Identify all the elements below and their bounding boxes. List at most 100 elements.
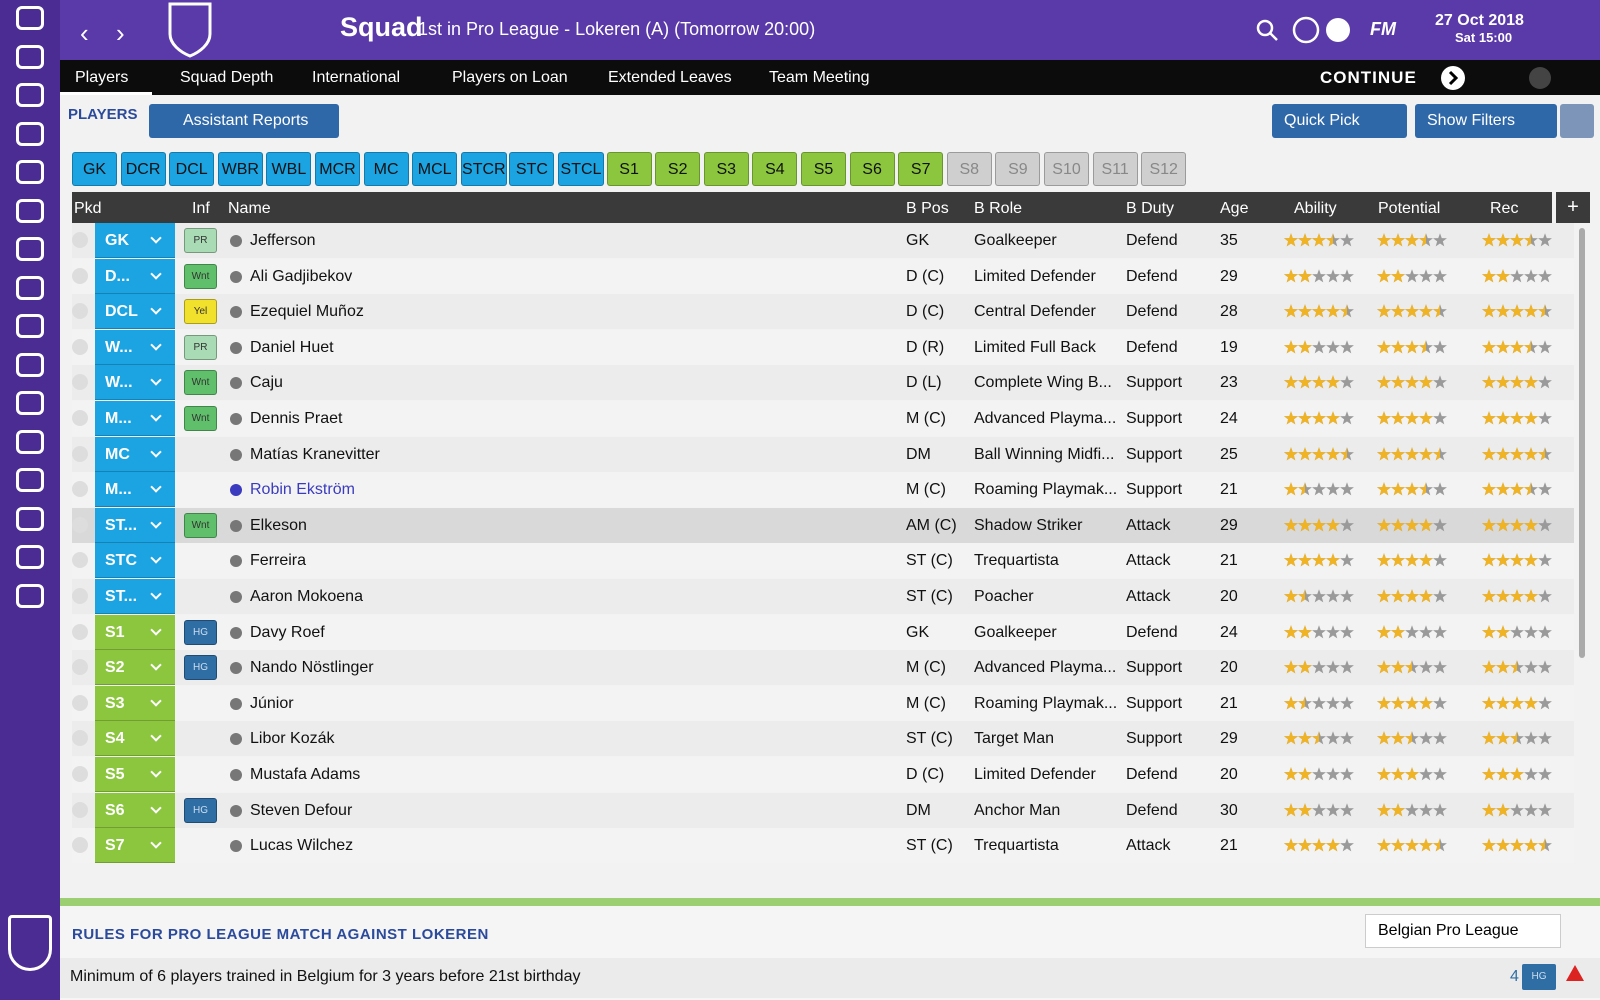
sidebar-icon[interactable]: [16, 429, 44, 454]
sidebar-icon[interactable]: [16, 198, 44, 223]
column-header[interactable]: Potential: [1378, 200, 1441, 217]
position-select[interactable]: [95, 365, 175, 401]
pick-toggle[interactable]: [72, 267, 88, 284]
sidebar-icon[interactable]: [16, 352, 44, 377]
player-row[interactable]: MC Matías Kranevitter DM Ball Winning Midfi…: [72, 436, 1574, 472]
sidebar-icon[interactable]: [16, 44, 44, 69]
player-row[interactable]: ST... Wnt Elkeson AM (C) Shadow Striker Attac…: [72, 507, 1574, 543]
player-row[interactable]: D... Wnt Ali Gadjibekov D (C) Limited Defend…: [72, 258, 1574, 294]
pick-toggle[interactable]: [72, 552, 88, 569]
position-select[interactable]: [95, 614, 175, 650]
pick-toggle[interactable]: [72, 232, 88, 248]
position-select[interactable]: [95, 223, 175, 258]
position-chip[interactable]: S7: [898, 152, 944, 186]
player-row[interactable]: S6 HG Steven Defour DM Anchor Man Defend 30: [72, 792, 1574, 828]
position-chip[interactable]: STC: [509, 152, 555, 186]
position-chip[interactable]: S11: [1092, 152, 1138, 186]
quick-pick[interactable]: Quick Pick: [1272, 104, 1407, 138]
column-header[interactable]: B Pos: [906, 200, 949, 217]
position-chip[interactable]: S12: [1141, 152, 1187, 186]
sidebar-icon[interactable]: [16, 506, 44, 531]
sidebar-icon[interactable]: [16, 391, 44, 415]
position-chip[interactable]: S2: [655, 152, 701, 186]
player-row[interactable]: S3 Júnior M (C) Roaming Playmak... Support 21: [72, 685, 1574, 721]
player-row[interactable]: STC Ferreira ST (C) Trequartista Attack 21: [72, 543, 1574, 579]
pick-toggle[interactable]: [72, 623, 88, 640]
pick-toggle[interactable]: [72, 410, 88, 426]
pick-toggle[interactable]: [72, 445, 88, 462]
column-header[interactable]: Name: [228, 200, 271, 217]
lock-button[interactable]: [1560, 104, 1594, 138]
nav-tab[interactable]: Players: [75, 69, 129, 86]
back-button[interactable]: ‹: [80, 18, 89, 48]
nav-tab[interactable]: Extended Leaves: [608, 69, 732, 86]
player-row[interactable]: W... PR Daniel Huet D (R) Limited Full Back D…: [72, 329, 1574, 365]
player-row[interactable]: M... Wnt Dennis Praet M (C) Advanced Playma.…: [72, 401, 1574, 436]
search-icon[interactable]: [1255, 18, 1279, 42]
sidebar-icon[interactable]: [16, 6, 44, 30]
position-chip[interactable]: WBR: [217, 152, 263, 186]
position-chip[interactable]: S8: [946, 152, 992, 186]
nav-tab[interactable]: International: [312, 69, 401, 86]
position-select[interactable]: [95, 543, 175, 579]
column-header[interactable]: Inf: [192, 200, 210, 217]
pick-toggle[interactable]: [72, 338, 88, 355]
position-select[interactable]: [95, 507, 175, 543]
sidebar-icon[interactable]: [16, 83, 44, 107]
fm-logo[interactable]: FM: [1370, 19, 1396, 39]
forward-button[interactable]: ›: [116, 18, 125, 48]
position-select[interactable]: [95, 436, 175, 472]
pick-toggle[interactable]: [72, 730, 88, 747]
position-chip[interactable]: DCL: [169, 152, 215, 186]
column-header[interactable]: Age: [1220, 200, 1249, 217]
position-chip[interactable]: STCR: [460, 152, 507, 186]
show-filters[interactable]: Show Filters: [1415, 104, 1557, 138]
position-chip[interactable]: MCL: [412, 152, 458, 186]
position-chip[interactable]: STCL: [558, 152, 604, 186]
player-row[interactable]: DCL Yel Ezequiel Muñoz D (C) Central Defende…: [72, 294, 1574, 330]
sidebar-icon[interactable]: [16, 237, 44, 261]
column-header[interactable]: B Role: [974, 200, 1023, 217]
player-row[interactable]: S4 Libor Kozák ST (C) Target Man Support 29: [72, 721, 1574, 757]
position-select[interactable]: [95, 828, 175, 864]
sidebar-icon[interactable]: [16, 121, 44, 146]
sidebar-icon[interactable]: [16, 314, 44, 338]
pick-toggle[interactable]: [72, 766, 88, 782]
position-chip[interactable]: S9: [995, 152, 1041, 186]
position-select[interactable]: [95, 401, 175, 436]
position-chip[interactable]: GK: [72, 152, 117, 186]
pick-toggle[interactable]: [72, 303, 88, 320]
column-header[interactable]: B Duty: [1126, 200, 1175, 217]
column-header[interactable]: Rec: [1490, 200, 1519, 217]
sidebar-icon[interactable]: [16, 160, 44, 184]
player-row[interactable]: S2 HG Nando Nöstlinger M (C) Advanced Playma…: [72, 650, 1574, 686]
position-chip[interactable]: S1: [606, 152, 652, 186]
position-select[interactable]: [95, 721, 175, 757]
nav-tab[interactable]: Squad Depth: [180, 69, 274, 86]
pick-toggle[interactable]: [72, 694, 88, 711]
pick-toggle[interactable]: [72, 837, 88, 854]
pick-toggle[interactable]: [72, 801, 88, 818]
sidebar-icon[interactable]: [16, 468, 44, 492]
scrollbar[interactable]: [1579, 228, 1585, 658]
position-select[interactable]: [95, 472, 175, 508]
position-chip[interactable]: DCR: [120, 152, 166, 186]
player-row[interactable]: S1 HG Davy Roef GK Goalkeeper Defend 24: [72, 614, 1574, 650]
sidebar-icon[interactable]: [16, 583, 44, 608]
column-header[interactable]: Ability: [1294, 200, 1337, 217]
pick-toggle[interactable]: [72, 588, 88, 604]
pick-toggle[interactable]: [72, 516, 88, 533]
nav-tab[interactable]: Players on Loan: [452, 69, 568, 86]
position-select[interactable]: [95, 329, 175, 365]
position-select[interactable]: [95, 792, 175, 828]
position-select[interactable]: [95, 294, 175, 330]
player-row[interactable]: W... Wnt Caju D (L) Complete Wing B... Suppor…: [72, 365, 1574, 401]
continue-arrow[interactable]: [1440, 65, 1466, 91]
assistant-reports[interactable]: Assistant Reports: [149, 104, 339, 138]
position-chip[interactable]: MCR: [315, 152, 360, 186]
position-select[interactable]: [95, 685, 175, 721]
position-chip[interactable]: MC: [363, 152, 409, 186]
position-chip[interactable]: S5: [801, 152, 846, 186]
position-chip[interactable]: WBL: [266, 152, 312, 186]
help-icon[interactable]: [1528, 66, 1552, 90]
